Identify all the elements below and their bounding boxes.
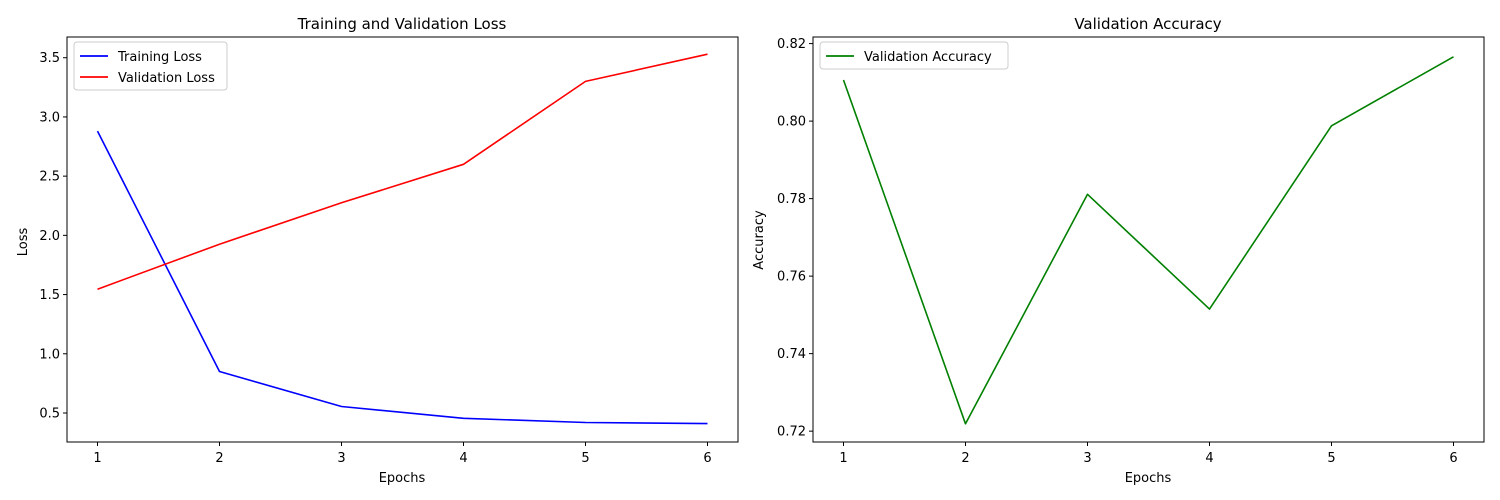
loss-x-axis-label: Epochs [379, 471, 426, 486]
loss-x-tick-label: 4 [459, 451, 467, 466]
loss-x-tick-label: 5 [581, 451, 589, 466]
accuracy-series [842, 56, 1454, 425]
loss-plot-frame [66, 36, 739, 443]
accuracy-x-tick-label: 2 [961, 451, 969, 466]
validation-accuracy-line [842, 56, 1454, 425]
accuracy-y-tick-label: 0.76 [777, 270, 806, 285]
loss-series [96, 53, 708, 425]
loss-ticks: 1 2 3 4 5 6 0.5 1.0 1.5 2.0 2.5 3.0 3.5 [39, 51, 711, 466]
accuracy-x-axis-label: Epochs [1125, 471, 1172, 486]
accuracy-legend-label: Validation Accuracy [864, 50, 992, 65]
accuracy-ticks: 1 2 3 4 5 6 0.72 0.74 0.76 0.78 0.80 0.82 [777, 37, 1458, 466]
loss-y-tick-label: 3.5 [39, 51, 60, 66]
loss-x-tick-label: 2 [215, 451, 223, 466]
loss-x-tick-label: 1 [93, 451, 101, 466]
accuracy-y-axis-label: Accuracy [752, 210, 767, 270]
accuracy-x-tick-label: 1 [839, 451, 847, 466]
accuracy-y-tick-label: 0.78 [777, 192, 806, 207]
accuracy-legend: Validation Accuracy [819, 41, 1009, 70]
accuracy-x-tick-label: 3 [1083, 451, 1091, 466]
accuracy-chart: Validation Accuracy Epochs Accuracy 1 2 3 4… [752, 15, 1485, 486]
loss-legend-training-label: Training Loss [117, 50, 202, 65]
loss-y-tick-label: 1.5 [39, 288, 60, 303]
accuracy-x-tick-label: 6 [1449, 451, 1457, 466]
validation-loss-line [97, 53, 708, 290]
loss-legend-box [73, 41, 228, 91]
accuracy-y-tick-label: 0.72 [777, 425, 806, 440]
loss-y-tick-label: 2.5 [39, 170, 60, 185]
loss-chart: Training and Validation Loss Epochs Loss… [16, 15, 739, 486]
loss-y-tick-label: 2.0 [39, 229, 60, 244]
accuracy-x-tick-label: 4 [1205, 451, 1213, 466]
loss-x-tick-label: 6 [703, 451, 711, 466]
accuracy-y-tick-label: 0.82 [777, 37, 806, 52]
accuracy-x-tick-label: 5 [1327, 451, 1335, 466]
training-loss-line [96, 130, 708, 425]
accuracy-chart-title: Validation Accuracy [1074, 15, 1221, 33]
loss-chart-title: Training and Validation Loss [297, 15, 507, 33]
loss-y-tick-label: 1.0 [39, 347, 60, 362]
loss-y-tick-label: 3.0 [39, 110, 60, 125]
accuracy-y-tick-label: 0.74 [777, 347, 806, 362]
accuracy-plot-frame [812, 36, 1485, 443]
accuracy-legend-box [819, 41, 1009, 70]
loss-legend: Training Loss Validation Loss [73, 41, 228, 91]
loss-legend-validation-label: Validation Loss [118, 71, 215, 86]
loss-y-tick-label: 0.5 [39, 406, 60, 421]
loss-x-tick-label: 3 [337, 451, 345, 466]
loss-y-axis-label: Loss [16, 228, 31, 257]
accuracy-y-tick-label: 0.80 [777, 115, 806, 130]
